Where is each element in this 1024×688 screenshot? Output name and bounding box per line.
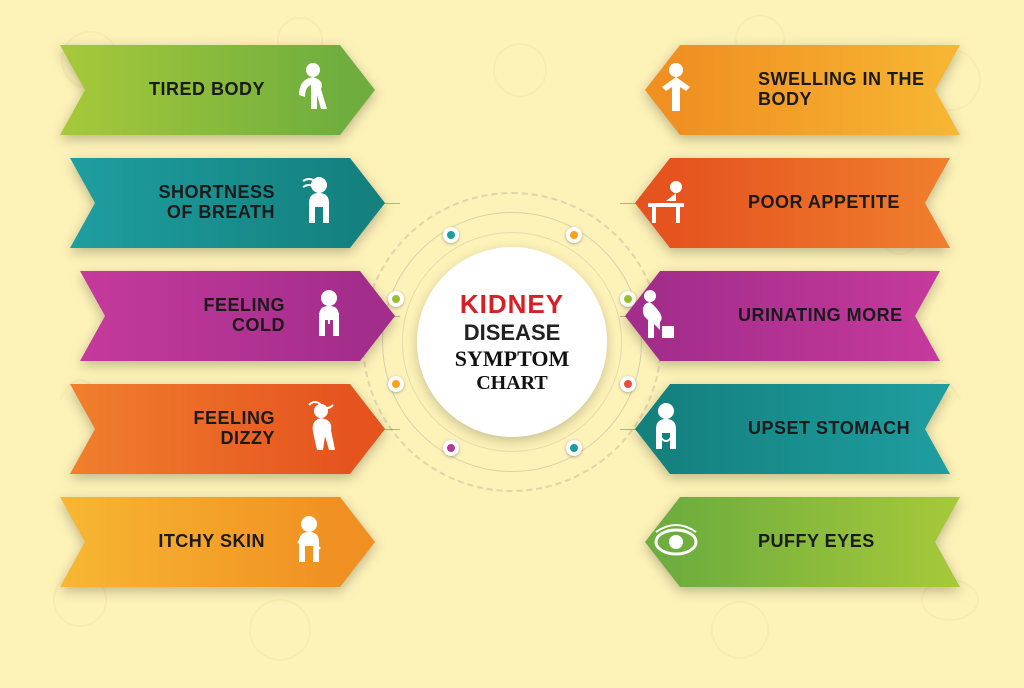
symptom-swell: SWELLING IN THE BODY: [645, 45, 960, 135]
symptom-cold: FEELING COLD: [80, 271, 395, 361]
cold-icon: [298, 271, 360, 361]
symptom-urine: URINATING MORE: [625, 271, 940, 361]
hub-circle: KIDNEY DISEASE SYMPTOM CHART: [417, 247, 607, 437]
symptom-stomach: UPSET STOMACH: [635, 384, 950, 474]
symptom-eye: PUFFY EYES: [645, 497, 960, 587]
symptom-label: PUFFY EYES: [758, 532, 875, 552]
hub-dot: [388, 376, 404, 392]
eye-icon: [645, 497, 707, 587]
hub-dot: [566, 227, 582, 243]
stomach-icon: [635, 384, 697, 474]
urine-icon: [625, 271, 687, 361]
symptom-breath: SHORTNESS OF BREATH: [70, 158, 385, 248]
hub-dot: [443, 227, 459, 243]
center-hub: KIDNEY DISEASE SYMPTOM CHART: [362, 192, 662, 492]
swell-icon: [645, 45, 707, 135]
hub-dot: [443, 440, 459, 456]
symptom-label: POOR APPETITE: [748, 193, 900, 213]
symptom-label: URINATING MORE: [738, 306, 903, 326]
symptom-dizzy: FEELING DIZZY: [70, 384, 385, 474]
hub-dot: [620, 376, 636, 392]
tired-icon: [278, 45, 340, 135]
symptom-tired: TIRED BODY: [60, 45, 375, 135]
hub-line3: SYMPTOM: [455, 346, 569, 372]
hub-dot: [566, 440, 582, 456]
appetite-icon: [635, 158, 697, 248]
symptom-label: UPSET STOMACH: [748, 419, 910, 439]
symptom-label: SWELLING IN THE BODY: [758, 70, 948, 110]
hub-line2: DISEASE: [464, 320, 561, 346]
itch-icon: [278, 497, 340, 587]
symptom-itch: ITCHY SKIN: [60, 497, 375, 587]
breath-icon: [288, 158, 350, 248]
dizzy-icon: [288, 384, 350, 474]
symptom-appetite: POOR APPETITE: [635, 158, 950, 248]
hub-line4: CHART: [476, 372, 548, 395]
hub-line1: KIDNEY: [460, 289, 564, 320]
